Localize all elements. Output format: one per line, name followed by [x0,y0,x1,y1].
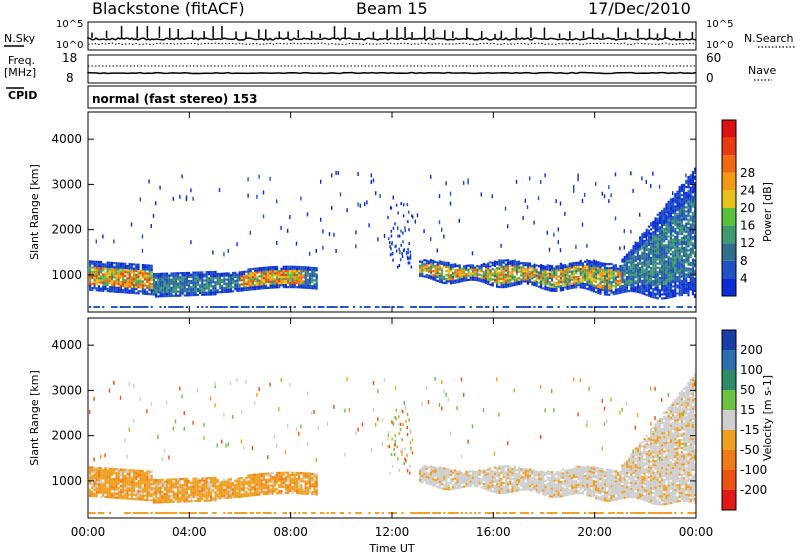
nave-label: Nave [748,64,776,77]
y-tick-label: 1000 [51,474,82,488]
colorbar-swatch [722,410,736,430]
power-panel [89,167,697,308]
x-tick-label: 12:00 [375,525,410,539]
x-tick-label: 00:00 [679,525,714,539]
velocity-ylabel: Slant Range [km] [28,370,41,466]
colorbar-swatch [722,490,736,510]
velocity-panel [89,373,697,514]
velocity-xlabel: Time UT [368,542,414,554]
colorbar-swatch [722,430,736,450]
colorbar-tick-label: -100 [740,463,767,477]
colorbar-tick-label: -15 [740,423,760,437]
nsky-strip-frame [87,21,697,51]
y-tick-label: 2000 [51,223,82,237]
colorbar-swatch [722,470,736,490]
x-tick-label: 00:00 [71,525,106,539]
colorbar-tick-label: 28 [740,166,755,180]
beam-label: Beam 15 [356,0,428,18]
y-tick-label: 3000 [51,383,82,397]
colorbar-swatch [722,208,736,226]
date-label: 17/Dec/2010 [588,0,691,18]
colorbar-swatch [722,190,736,208]
cpid-label: CPID [8,89,37,102]
y-tick-label: 3000 [51,177,82,191]
colorbar-tick-label: 24 [740,183,755,197]
nsky-top-tick: 10^5 [56,19,83,30]
nsearch-label: N.Search [744,32,794,45]
x-tick-label: 20:00 [577,525,612,539]
x-tick-label: 04:00 [172,525,207,539]
colorbar-swatch [722,137,736,156]
colorbar-swatch [722,225,736,244]
colorbar-swatch [722,450,736,470]
y-tick-label: 2000 [51,429,82,443]
colorbar-swatch [722,260,736,279]
freq-top-tick: 18 [62,51,77,65]
nsearch-top-tick: 10^5 [706,19,733,30]
freq-bottom-tick: 8 [66,71,74,85]
colorbar-tick-label: 100 [740,363,763,377]
colorbar-swatch [722,120,736,138]
x-tick-label: 16:00 [476,525,511,539]
freq-trace [87,65,697,75]
freq-unit-label: [MHz] [4,66,36,79]
colorbar-tick-label: 20 [740,201,755,215]
colorbar-swatch [722,243,736,261]
colorbar-tick-label: -50 [740,443,760,457]
colorbar-tick-label: 8 [740,254,748,268]
colorbar-swatch [722,155,736,173]
x-tick-label: 08:00 [273,525,308,539]
cpid-strip-frame [87,85,697,109]
nsky-trace [87,26,697,46]
power-colorbar-label: Power [dB] [761,182,774,242]
colorbar-tick-label: 4 [740,271,748,285]
velocity-colorbar: 200 100 50 15 -15 -50 -100 -200 [721,329,767,511]
station-title: Blackstone (fitACF) [92,0,245,18]
colorbar-tick-label: -200 [740,483,767,497]
velocity-colorbar-label: Velocity [m s-1] [761,375,774,461]
nsky-bottom-tick: 10^0 [56,40,83,51]
colorbar-swatch [722,370,736,390]
freq-label: Freq. [8,54,35,67]
colorbar-swatch [722,390,736,410]
colorbar-swatch [722,278,736,296]
nsky-label: N.Sky [4,32,36,45]
y-tick-label: 4000 [51,132,82,146]
power-colorbar: 4 8 12 16 20 24 28 [721,119,755,297]
nave-top-tick: 60 [706,51,721,65]
nsearch-bottom-tick: 10^0 [706,40,733,51]
y-tick-label: 1000 [51,268,82,282]
power-ylabel: Slant Range [km] [28,164,41,260]
colorbar-tick-label: 16 [740,219,755,233]
colorbar-swatch [722,350,736,370]
nsearch-line [87,42,695,46]
nsky-line [87,37,697,41]
freq-strip-frame [87,54,697,84]
colorbar-tick-label: 50 [740,383,755,397]
colorbar-tick-label: 15 [740,403,755,417]
y-tick-label: 4000 [51,338,82,352]
colorbar-swatch [722,172,736,191]
cpid-value: normal (fast stereo) 153 [92,92,258,106]
freq-line [87,71,697,75]
colorbar-swatch [722,330,736,350]
colorbar-tick-label: 12 [740,236,755,250]
colorbar-tick-label: 200 [740,343,763,357]
nave-bottom-tick: 0 [706,71,714,85]
